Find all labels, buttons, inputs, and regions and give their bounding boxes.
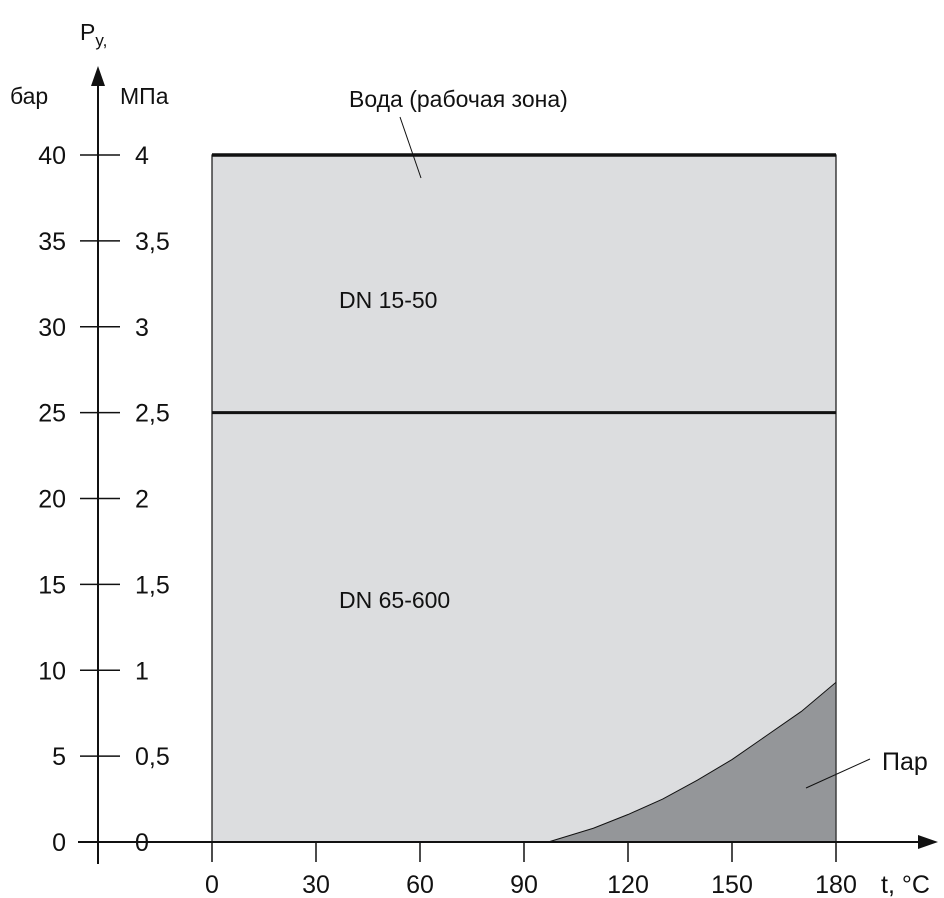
ticks-layer: 0 05 0,510 115 1,520 225 2,530 335 3,540 40 30 60 90… bbox=[38, 142, 857, 898]
regions-layer bbox=[211, 116, 871, 843]
y-tick-label-mpa: 2 bbox=[135, 486, 149, 514]
y-axis-title-subscript: y, bbox=[95, 31, 107, 50]
y-tick-label-bar: 0 bbox=[52, 829, 66, 857]
y-tick-label-mpa: 4 bbox=[135, 142, 149, 170]
y-tick-label-mpa: 0,5 bbox=[135, 743, 170, 771]
x-axis-label: t, °C bbox=[881, 871, 930, 898]
y-tick-label-bar: 15 bbox=[38, 571, 66, 599]
dn-15-50-label: DN 15-50 bbox=[339, 287, 437, 313]
y-tick-label-bar: 10 bbox=[38, 657, 66, 685]
y-axis-arrow bbox=[91, 66, 105, 86]
y-tick-label-mpa: 3,5 bbox=[135, 228, 170, 256]
y-axis-left-unit: бар bbox=[10, 83, 48, 109]
x-tick-label: 0 bbox=[205, 871, 219, 898]
y-tick-label-bar: 40 bbox=[38, 142, 66, 170]
y-tick-label-mpa: 2,5 bbox=[135, 400, 170, 428]
water-zone-area bbox=[211, 154, 837, 843]
y-tick-label-mpa: 1,5 bbox=[135, 571, 170, 599]
labels-layer: Py, бар МПа t, °C Вода (рабочая зона) DN… bbox=[10, 19, 930, 898]
y-axis-right-unit: МПа bbox=[120, 83, 169, 109]
x-tick-label: 90 bbox=[510, 871, 538, 898]
y-tick-label-bar: 30 bbox=[38, 314, 66, 342]
water-annotation-leader bbox=[399, 116, 422, 179]
y-tick-label-bar: 20 bbox=[38, 486, 66, 514]
x-tick-label: 150 bbox=[711, 871, 753, 898]
steam-annotation-leader bbox=[805, 758, 871, 789]
y-axis-title: Py, bbox=[80, 19, 107, 50]
water-zone-annotation: Вода (рабочая зона) bbox=[349, 86, 568, 112]
y-tick-label-bar: 35 bbox=[38, 228, 66, 256]
x-axis-arrow bbox=[918, 835, 938, 849]
y-tick-label-mpa: 1 bbox=[135, 657, 149, 685]
y-tick-label-bar: 5 bbox=[52, 743, 66, 771]
x-tick-label: 120 bbox=[607, 871, 649, 898]
dn-65-600-label: DN 65-600 bbox=[339, 587, 450, 613]
y-tick-label-mpa: 3 bbox=[135, 314, 149, 342]
y-tick-label-bar: 25 bbox=[38, 400, 66, 428]
x-tick-label: 30 bbox=[302, 871, 330, 898]
steam-annotation: Пар bbox=[882, 748, 928, 776]
x-tick-label: 60 bbox=[406, 871, 434, 898]
y-axis-title-main: P bbox=[80, 19, 95, 45]
steam-area bbox=[548, 681, 837, 843]
axes-layer bbox=[78, 66, 938, 864]
y-tick-label-mpa: 0 bbox=[135, 829, 149, 857]
x-tick-label: 180 bbox=[815, 871, 857, 898]
